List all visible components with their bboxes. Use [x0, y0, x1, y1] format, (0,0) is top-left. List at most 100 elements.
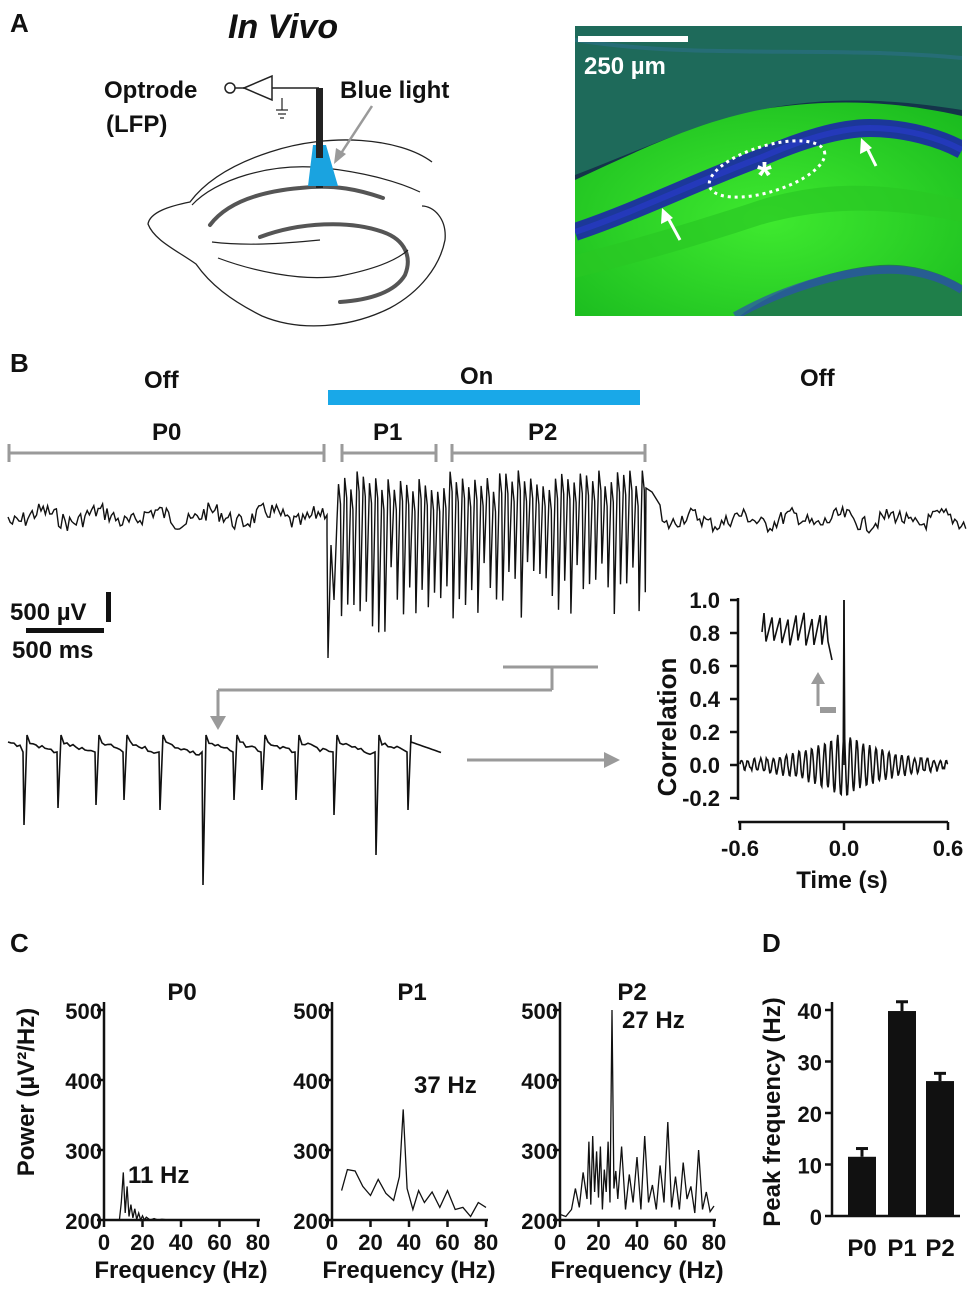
bar-y-tick-label: 30: [798, 1051, 822, 1076]
spectrum-x-label: Frequency (Hz): [322, 1257, 495, 1284]
corr-y-tick-label: 0.8: [689, 621, 720, 646]
spectrum-series: [118, 1172, 258, 1222]
spectrum-peak-annotation: 37 Hz: [414, 1072, 477, 1099]
spectrum-y-tick-label: 200: [521, 1209, 558, 1234]
optrode-label: Optrode: [104, 77, 197, 104]
spectrum-title: P0: [167, 979, 196, 1006]
light-on-bar: [328, 390, 640, 405]
corr-x-tick-label: 0.0: [829, 836, 860, 861]
spectrum-x-tick-label: 0: [98, 1230, 110, 1255]
spectrum-x-label: Frequency (Hz): [94, 1257, 267, 1284]
spectrum-y-tick-label: 500: [65, 999, 102, 1024]
period-p1-label: P1: [373, 419, 402, 446]
light-spot-outline: [707, 139, 827, 199]
off-label-right: Off: [800, 365, 836, 392]
blue-light-label: Blue light: [340, 77, 449, 104]
blue-light-arrow: [336, 105, 374, 159]
bar-p2: [926, 1081, 954, 1216]
arrow-icon: [661, 208, 682, 241]
spectrum-title: P2: [617, 979, 646, 1006]
asterisk-marker: *: [757, 155, 772, 197]
bar-category-label: P2: [925, 1235, 954, 1262]
spectrum-x-tick-label: 0: [554, 1230, 566, 1255]
spectrum-y-tick-label: 200: [65, 1209, 102, 1234]
spectrum-x-tick-label: 60: [207, 1230, 231, 1255]
bar-y-tick-label: 20: [798, 1102, 822, 1127]
voltage-scale-bar: [106, 592, 111, 622]
spectrum-y-tick-label: 500: [521, 999, 558, 1024]
period-brackets: [7, 444, 647, 462]
spectrum-x-tick-label: 20: [358, 1230, 382, 1255]
panel-label-d: D: [762, 928, 781, 958]
spectrum-y-tick-label: 400: [293, 1069, 330, 1094]
spectrum-x-tick-label: 40: [625, 1230, 649, 1255]
amplifier-icon: [242, 74, 273, 102]
hippocampus-schematic: [147, 139, 446, 327]
micrograph-scale-bar: [578, 36, 688, 42]
analysis-arrow-icon: [604, 752, 620, 768]
corr-y-tick-label: 0.2: [689, 720, 720, 745]
fluorescence-micrograph: [575, 26, 962, 316]
corr-y-tick-label: 0.4: [689, 687, 720, 712]
zoom-arrow-icon: [210, 716, 226, 730]
corr-x-label: Time (s): [796, 867, 888, 894]
spectrum-x-tick-label: 40: [397, 1230, 421, 1255]
spectrum-x-label: Frequency (Hz): [550, 1257, 723, 1284]
panel-label-a: A: [10, 8, 29, 38]
panel-a-title: In Vivo: [228, 8, 338, 46]
spectrum-x-tick-label: 40: [169, 1230, 193, 1255]
spectrum-x-tick-label: 60: [435, 1230, 459, 1255]
spectrum-peak-annotation: 11 Hz: [128, 1162, 189, 1189]
spectrum-y-tick-label: 400: [521, 1069, 558, 1094]
spectrum-peak-annotation: 27 Hz: [622, 1007, 685, 1034]
peak-frequency-bar-chart: 0 10 20 30 40 P0 P1 P2: [798, 999, 960, 1262]
corr-y-tick-label: 1.0: [689, 588, 720, 613]
period-p0-label: P0: [152, 419, 181, 446]
electrode-terminal-icon: [224, 82, 236, 94]
bar-y-tick-label: 40: [798, 999, 822, 1024]
power-y-label: Power (µV²/Hz): [13, 1008, 40, 1177]
time-scale-label: 500 ms: [12, 637, 93, 664]
bar-y-label: Peak frequency (Hz): [759, 997, 786, 1226]
corr-inset-trace: [761, 612, 833, 661]
spectrum-x-tick-label: 80: [702, 1230, 726, 1255]
corr-x-tick-label: 0.6: [933, 836, 964, 861]
on-label: On: [460, 363, 493, 390]
zoom-connector: [216, 665, 598, 720]
spectrum-x-tick-label: 20: [130, 1230, 154, 1255]
micrograph-scale-label: 250 µm: [584, 53, 666, 80]
spectrum-y-tick-label: 300: [65, 1139, 102, 1164]
lfp-trace: [7, 470, 967, 659]
corr-y-label: Correlation: [652, 658, 682, 797]
voltage-scale-label: 500 µV: [10, 599, 87, 626]
bar-y-tick-label: 0: [810, 1205, 822, 1230]
spectrum-x-tick-label: 60: [663, 1230, 687, 1255]
spectrum-y-tick-label: 400: [65, 1069, 102, 1094]
spectrum-x-tick-label: 80: [246, 1230, 270, 1255]
spectrum-y-tick-label: 200: [293, 1209, 330, 1234]
lfp-label: (LFP): [106, 111, 167, 138]
blue-light-cone: [308, 145, 338, 186]
spectrum-x-tick-label: 0: [326, 1230, 338, 1255]
bar-p1: [888, 1011, 916, 1216]
panel-label-b: B: [10, 348, 29, 378]
optrode-diagram: [224, 74, 374, 188]
corr-x-tick-label: -0.6: [721, 836, 759, 861]
spectrum-y-tick-label: 500: [293, 999, 330, 1024]
corr-y-tick-label: 0.0: [689, 753, 720, 778]
period-p2-label: P2: [528, 419, 557, 446]
spectrum-series: [559, 1009, 715, 1218]
arrow-icon: [860, 138, 878, 167]
bar-category-label: P1: [887, 1235, 916, 1262]
corr-inset-arrow-icon: [811, 672, 825, 684]
bar-category-label: P0: [847, 1235, 876, 1262]
spectrum-series: [340, 1109, 487, 1218]
time-scale-bar: [26, 628, 104, 633]
spectrum-x-tick-label: 80: [474, 1230, 498, 1255]
corr-y-tick-label: -0.2: [682, 786, 720, 811]
